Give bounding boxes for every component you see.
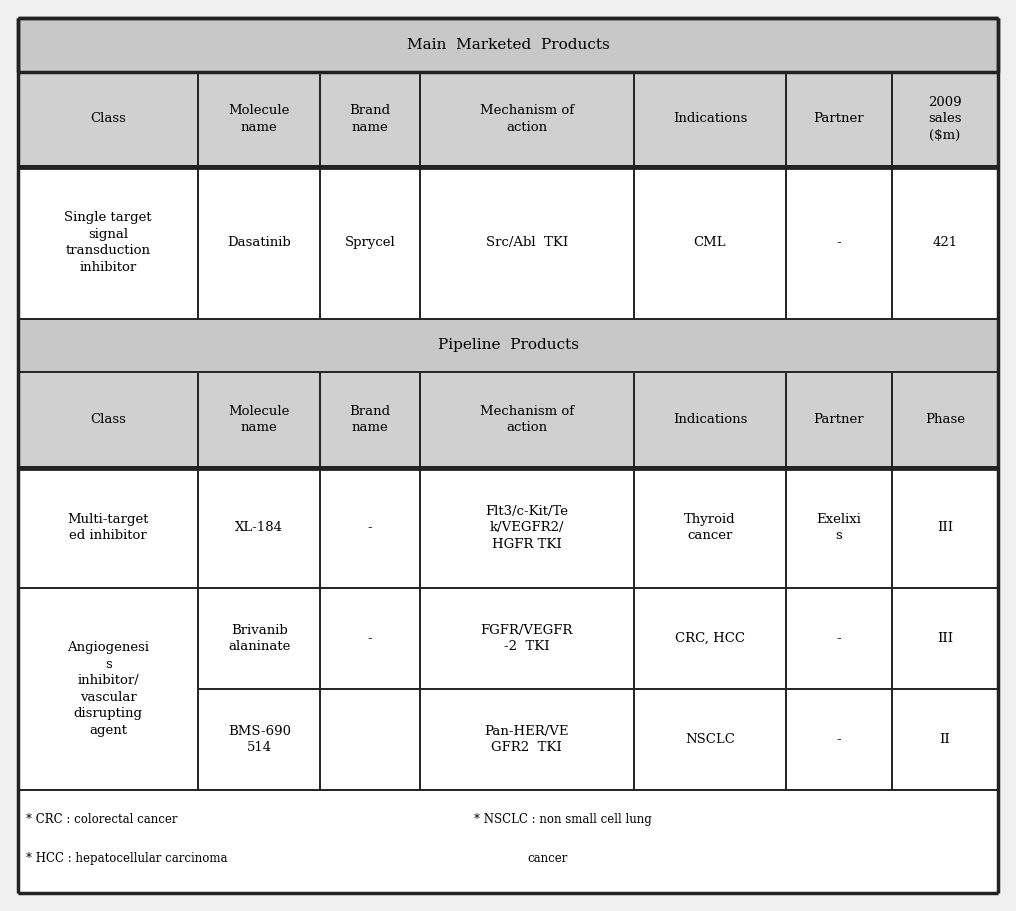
Text: III: III	[937, 521, 953, 534]
Text: -: -	[368, 521, 372, 534]
Bar	[420, 690, 634, 790]
Text: -: -	[368, 632, 372, 645]
Text: XL-184: XL-184	[236, 521, 283, 534]
Text: Single target
signal
transduction
inhibitor: Single target signal transduction inhibi…	[64, 211, 152, 273]
Bar	[320, 466, 420, 589]
Text: Brand
name: Brand name	[350, 104, 390, 134]
Text: Src/Abl  TKI: Src/Abl TKI	[486, 236, 568, 249]
Bar	[198, 166, 320, 319]
Bar	[634, 372, 785, 466]
Text: -: -	[836, 632, 841, 645]
Bar	[892, 166, 998, 319]
Bar	[18, 72, 198, 166]
Text: * CRC : colorectal cancer: * CRC : colorectal cancer	[26, 813, 178, 825]
Text: * NSCLC : non small cell lung: * NSCLC : non small cell lung	[473, 813, 651, 825]
Bar	[634, 72, 785, 166]
Text: Indications: Indications	[673, 112, 747, 126]
Bar	[420, 466, 634, 589]
Bar	[198, 72, 320, 166]
Bar	[892, 72, 998, 166]
Bar	[18, 589, 198, 790]
Bar	[892, 589, 998, 690]
Bar	[420, 372, 634, 466]
Text: Mechanism of
action: Mechanism of action	[480, 104, 574, 134]
Text: Main  Marketed  Products: Main Marketed Products	[406, 37, 610, 52]
Text: Molecule
name: Molecule name	[229, 104, 290, 134]
Text: Pan-HER/VE
GFR2  TKI: Pan-HER/VE GFR2 TKI	[485, 725, 569, 754]
Text: III: III	[937, 632, 953, 645]
Bar	[320, 72, 420, 166]
Bar	[198, 372, 320, 466]
Text: -: -	[836, 733, 841, 746]
Bar	[634, 690, 785, 790]
Bar	[785, 72, 892, 166]
Bar	[785, 690, 892, 790]
Bar	[420, 72, 634, 166]
Text: -: -	[836, 236, 841, 249]
Text: CML: CML	[694, 236, 726, 249]
Text: cancer: cancer	[527, 852, 568, 865]
Text: Flt3/c-Kit/Te
k/VEGFR2/
HGFR TKI: Flt3/c-Kit/Te k/VEGFR2/ HGFR TKI	[486, 505, 568, 550]
Text: 421: 421	[933, 236, 957, 249]
Bar	[892, 466, 998, 589]
Bar	[785, 589, 892, 690]
Bar	[892, 690, 998, 790]
Bar	[18, 319, 998, 372]
Bar	[18, 372, 198, 466]
Bar	[785, 372, 892, 466]
Text: Class: Class	[90, 112, 126, 126]
Text: CRC, HCC: CRC, HCC	[675, 632, 745, 645]
Text: Angiogenesi
s
inhibitor/
vascular
disrupting
agent: Angiogenesi s inhibitor/ vascular disrup…	[67, 641, 149, 737]
Text: Multi-target
ed inhibitor: Multi-target ed inhibitor	[67, 513, 149, 542]
Text: II: II	[940, 733, 950, 746]
Text: Partner: Partner	[814, 112, 865, 126]
Bar	[320, 589, 420, 690]
Text: Dasatinib: Dasatinib	[228, 236, 292, 249]
Text: Molecule
name: Molecule name	[229, 404, 290, 435]
Text: BMS-690
514: BMS-690 514	[228, 725, 291, 754]
Text: Phase: Phase	[925, 413, 965, 426]
Text: Indications: Indications	[673, 413, 747, 426]
Bar	[785, 166, 892, 319]
Text: Brivanib
alaninate: Brivanib alaninate	[229, 624, 291, 653]
Bar	[634, 589, 785, 690]
Text: Thyroid
cancer: Thyroid cancer	[684, 513, 736, 542]
Bar	[18, 790, 998, 893]
Text: 2009
sales
($m): 2009 sales ($m)	[929, 96, 962, 142]
Text: Brand
name: Brand name	[350, 404, 390, 435]
Text: Exelixi
s: Exelixi s	[817, 513, 862, 542]
Bar	[420, 589, 634, 690]
Bar	[785, 466, 892, 589]
Bar	[320, 690, 420, 790]
Bar	[18, 18, 998, 72]
Text: Partner: Partner	[814, 413, 865, 426]
Text: Pipeline  Products: Pipeline Products	[438, 338, 578, 353]
Bar	[892, 372, 998, 466]
Bar	[198, 589, 320, 690]
Text: Class: Class	[90, 413, 126, 426]
Text: FGFR/VEGFR
-2  TKI: FGFR/VEGFR -2 TKI	[481, 624, 573, 653]
Bar	[634, 166, 785, 319]
Bar	[634, 466, 785, 589]
Bar	[18, 466, 198, 589]
Text: Mechanism of
action: Mechanism of action	[480, 404, 574, 435]
Bar	[320, 166, 420, 319]
Bar	[198, 466, 320, 589]
Text: NSCLC: NSCLC	[685, 733, 735, 746]
Text: Sprycel: Sprycel	[344, 236, 395, 249]
Bar	[420, 166, 634, 319]
Text: * HCC : hepatocellular carcinoma: * HCC : hepatocellular carcinoma	[26, 852, 228, 865]
Bar	[18, 166, 198, 319]
Bar	[320, 372, 420, 466]
Bar	[198, 690, 320, 790]
